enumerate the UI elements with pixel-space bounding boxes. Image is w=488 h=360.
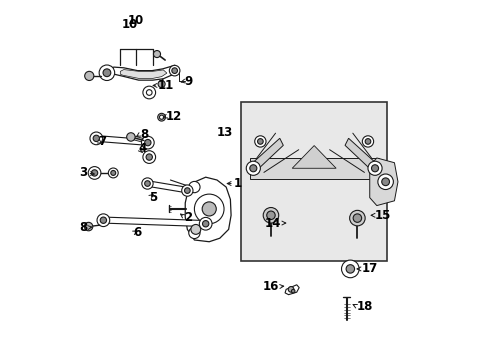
Circle shape [84, 222, 93, 231]
Text: 16: 16 [262, 280, 279, 293]
Polygon shape [132, 136, 142, 142]
Polygon shape [345, 138, 378, 174]
Circle shape [371, 165, 378, 172]
Polygon shape [369, 158, 397, 206]
Circle shape [381, 178, 389, 186]
Text: 10: 10 [122, 18, 138, 31]
Circle shape [249, 165, 256, 172]
Circle shape [367, 161, 381, 175]
Circle shape [266, 211, 275, 220]
Text: 7: 7 [98, 135, 106, 148]
Circle shape [142, 86, 155, 99]
Circle shape [146, 90, 152, 95]
Circle shape [159, 115, 163, 119]
Circle shape [158, 81, 165, 87]
Polygon shape [292, 145, 335, 168]
Text: 3: 3 [79, 166, 87, 179]
Circle shape [108, 168, 118, 178]
Circle shape [194, 194, 224, 224]
Circle shape [99, 65, 114, 81]
Circle shape [103, 69, 111, 77]
Bar [241, 102, 386, 261]
Circle shape [97, 214, 109, 226]
Text: 17: 17 [361, 262, 377, 275]
Circle shape [100, 217, 106, 224]
Circle shape [254, 136, 265, 147]
Circle shape [171, 68, 177, 73]
Circle shape [182, 185, 193, 196]
Circle shape [188, 227, 200, 239]
Circle shape [142, 151, 155, 163]
Polygon shape [120, 69, 166, 78]
Circle shape [291, 289, 294, 293]
Circle shape [341, 260, 358, 278]
Circle shape [263, 207, 278, 223]
Polygon shape [185, 177, 231, 242]
Circle shape [153, 50, 160, 58]
Text: 4: 4 [139, 142, 146, 155]
Polygon shape [94, 136, 150, 145]
Text: 12: 12 [166, 110, 182, 123]
Polygon shape [285, 285, 299, 294]
Circle shape [91, 170, 98, 176]
Polygon shape [249, 158, 378, 179]
Circle shape [202, 221, 208, 227]
Circle shape [126, 133, 135, 141]
Text: 2: 2 [184, 211, 192, 224]
Circle shape [287, 287, 293, 292]
Text: 8: 8 [79, 221, 87, 234]
Circle shape [142, 178, 153, 189]
Text: 5: 5 [149, 191, 157, 204]
Circle shape [362, 136, 373, 147]
Text: 14: 14 [264, 217, 281, 230]
Circle shape [188, 181, 200, 193]
Circle shape [144, 181, 150, 186]
Circle shape [169, 66, 180, 76]
Circle shape [158, 113, 165, 121]
Polygon shape [145, 181, 189, 193]
Polygon shape [249, 138, 283, 174]
Circle shape [257, 139, 263, 144]
Circle shape [90, 132, 102, 145]
Text: 15: 15 [374, 209, 390, 222]
Circle shape [88, 167, 101, 179]
Circle shape [365, 139, 370, 144]
Text: 13: 13 [217, 126, 233, 139]
Circle shape [346, 265, 354, 273]
Polygon shape [104, 66, 177, 80]
Polygon shape [102, 217, 206, 226]
Circle shape [84, 71, 94, 81]
Circle shape [190, 224, 201, 234]
Text: 1: 1 [233, 177, 242, 190]
Circle shape [184, 188, 190, 193]
Circle shape [352, 214, 361, 222]
Text: 10: 10 [128, 14, 144, 27]
Text: 18: 18 [356, 300, 372, 313]
Text: 6: 6 [133, 226, 142, 239]
Text: 8: 8 [140, 128, 148, 141]
Circle shape [202, 202, 216, 216]
Circle shape [141, 136, 154, 149]
Circle shape [199, 217, 212, 230]
Circle shape [144, 139, 151, 146]
Circle shape [349, 210, 365, 226]
Circle shape [111, 171, 116, 175]
Circle shape [146, 154, 152, 160]
Text: 9: 9 [184, 75, 192, 88]
Circle shape [246, 161, 260, 175]
Text: 11: 11 [158, 79, 174, 92]
Circle shape [93, 135, 99, 141]
Circle shape [377, 174, 392, 189]
